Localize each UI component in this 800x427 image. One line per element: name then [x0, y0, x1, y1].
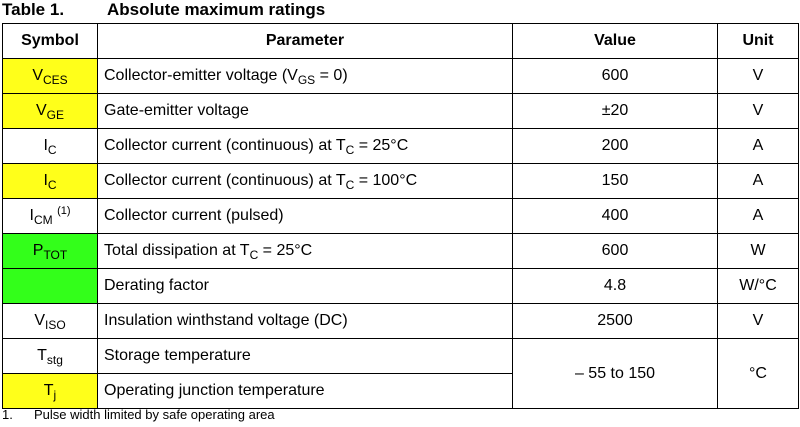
unit-cell: V [717, 58, 799, 94]
value-cell: 4.8 [512, 268, 718, 304]
value-cell: 600 [512, 233, 718, 269]
symbol-cell: PTOT [2, 233, 98, 269]
table-row: Tstg Storage temperature – 55 to 150 °C [2, 338, 799, 409]
value-cell: 600 [512, 58, 718, 94]
symbol-cell: VISO [2, 303, 98, 339]
table-title-text: Absolute maximum ratings [107, 0, 326, 19]
table-row: Derating factor 4.8 W/°C [2, 268, 799, 304]
header-symbol: Symbol [2, 23, 98, 59]
value-cell: 150 [512, 163, 718, 199]
unit-cell: W/°C [717, 268, 799, 304]
ratings-table: Symbol Parameter Value Unit VCES Collect… [2, 23, 799, 409]
table-row: PTOT Total dissipation at TC = 25°C 600 … [2, 233, 799, 269]
symbol-cell: VGE [2, 93, 98, 129]
unit-cell: °C [717, 338, 799, 409]
header-row: Symbol Parameter Value Unit [2, 23, 799, 59]
unit-cell: A [717, 198, 799, 234]
unit-cell: V [717, 303, 799, 339]
parameter-cell: Gate-emitter voltage [97, 93, 513, 129]
unit-cell: W [717, 233, 799, 269]
parameter-cell: Collector-emitter voltage (VGS = 0) [97, 58, 513, 94]
header-unit: Unit [717, 23, 799, 59]
value-cell: 400 [512, 198, 718, 234]
table-row: IC Collector current (continuous) at TC … [2, 128, 799, 164]
symbol-cell: Tj [2, 373, 98, 409]
table-row: VCES Collector-emitter voltage (VGS = 0)… [2, 58, 799, 94]
footnote: 1. Pulse width limited by safe operating … [2, 405, 275, 425]
parameter-cell: Operating junction temperature [97, 373, 513, 409]
value-cell: 2500 [512, 303, 718, 339]
header-value: Value [512, 23, 718, 59]
table-title: Table 1. Absolute maximum ratings [2, 0, 325, 20]
table-row: Tj Operating junction temperature [2, 373, 799, 409]
unit-cell: A [717, 128, 799, 164]
value-cell: ±20 [512, 93, 718, 129]
parameter-cell: Collector current (continuous) at TC = 1… [97, 163, 513, 199]
symbol-cell: IC [2, 163, 98, 199]
value-cell: – 55 to 150 [512, 338, 718, 409]
table-row: IC Collector current (continuous) at TC … [2, 163, 799, 199]
parameter-cell: Collector current (pulsed) [97, 198, 513, 234]
footnote-number: 1. [2, 407, 13, 422]
symbol-cell: Tstg [2, 338, 98, 374]
footnote-ref: (1) [57, 205, 71, 217]
parameter-cell: Total dissipation at TC = 25°C [97, 233, 513, 269]
footnote-text: Pulse width limited by safe operating ar… [34, 407, 275, 422]
table-row: VISO Insulation winthstand voltage (DC) … [2, 303, 799, 339]
symbol-cell: IC [2, 128, 98, 164]
header-parameter: Parameter [97, 23, 513, 59]
table-number: Table 1. [2, 0, 65, 19]
parameter-cell: Storage temperature [97, 338, 513, 374]
symbol-cell [2, 268, 98, 304]
parameter-cell: Collector current (continuous) at TC = 2… [97, 128, 513, 164]
unit-cell: V [717, 93, 799, 129]
parameter-cell: Insulation winthstand voltage (DC) [97, 303, 513, 339]
value-cell: 200 [512, 128, 718, 164]
parameter-cell: Derating factor [97, 268, 513, 304]
symbol-cell: VCES [2, 58, 98, 94]
table-row: VGE Gate-emitter voltage ±20 V [2, 93, 799, 129]
symbol-cell: ICM (1) [2, 198, 98, 234]
unit-cell: A [717, 163, 799, 199]
table-row: ICM (1) Collector current (pulsed) 400 A [2, 198, 799, 234]
